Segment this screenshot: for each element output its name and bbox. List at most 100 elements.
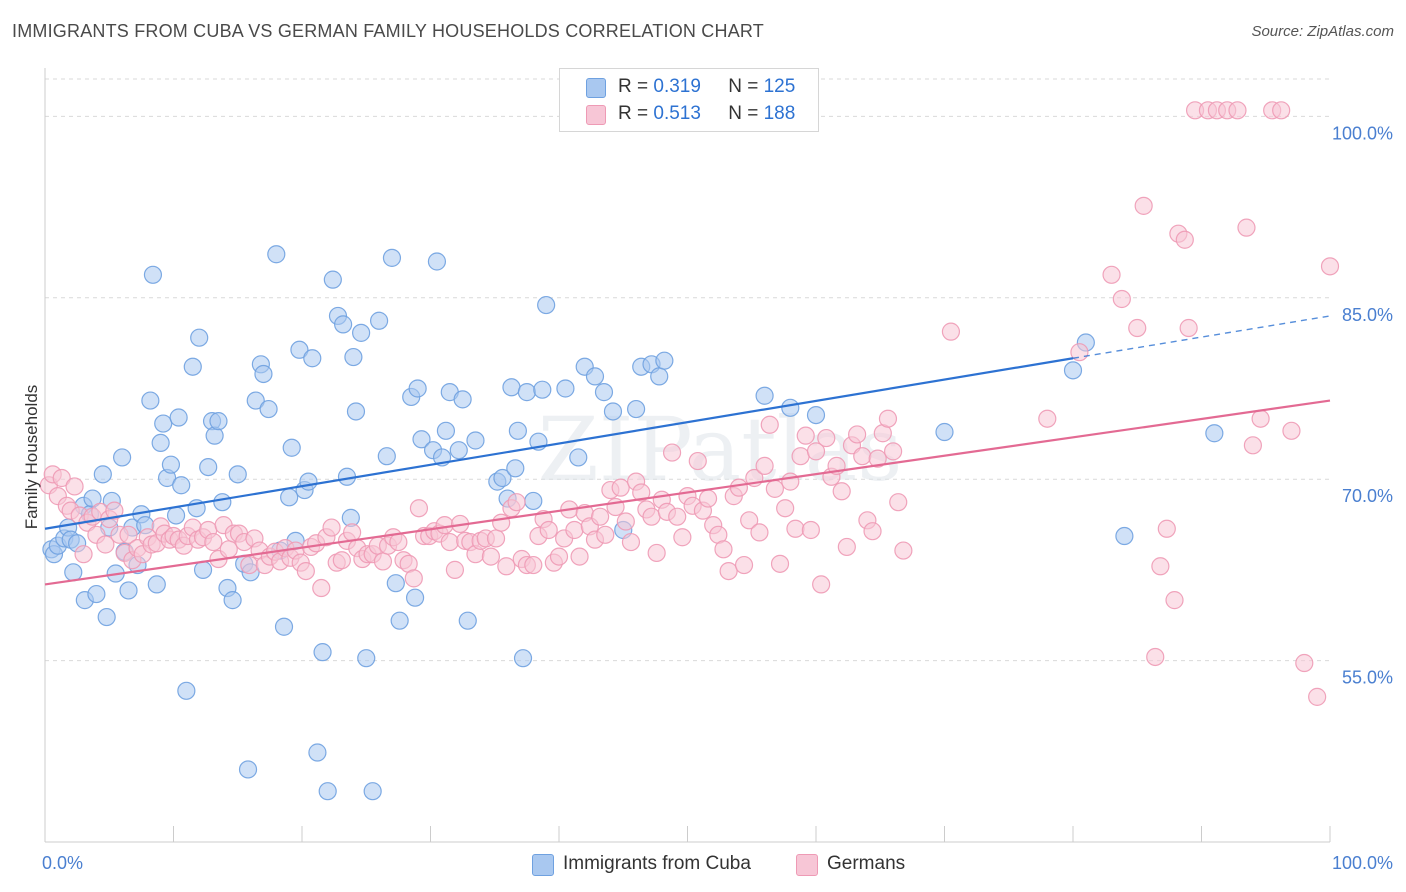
data-point-cuba [259,399,278,419]
n-value-cuba: 125 [763,76,796,97]
data-point-cuba [427,252,447,271]
data-point-cuba [493,468,512,488]
data-point-germans [570,547,589,566]
data-point-germans [492,513,511,532]
data-point-cuba [508,421,527,440]
data-point-germans [941,322,961,341]
data-point-germans [776,499,795,518]
data-point-germans [878,409,898,428]
data-point-germans [863,522,882,541]
data-point-germans [539,520,558,540]
data-point-germans [596,525,615,544]
data-point-cuba [603,402,623,421]
data-point-germans [806,442,826,461]
data-point-germans [219,540,238,559]
data-point-cuba [382,248,402,267]
data-point-germans [668,507,687,526]
data-point-germans [1165,591,1184,610]
source-label: Source: ZipAtlas.com [1251,23,1394,40]
data-point-germans [565,520,584,540]
data-point-germans [481,547,500,566]
trend-line-cuba-extension [1072,315,1331,359]
data-point-cuba [344,347,363,367]
data-point-cuba [172,476,191,495]
y-tick-label: 85.0% [1342,305,1393,325]
y-axis-label: Family Households [22,385,41,530]
data-point-cuba [506,459,525,478]
data-point-germans [889,493,908,512]
data-point-germans [1282,421,1301,440]
data-point-cuba [352,323,371,342]
data-point-cuba [370,311,389,330]
data-point-cuba [228,465,247,484]
data-point-germans [791,447,810,466]
data-point-germans [868,449,887,468]
data-point-germans [373,552,393,571]
data-point-cuba [313,643,332,662]
data-point-germans [1243,436,1263,455]
data-point-germans [435,516,454,535]
data-point-cuba [223,591,242,610]
data-point-germans [312,578,331,598]
data-point-germans [1237,218,1256,237]
data-point-cuba [1115,526,1134,546]
data-point-cuba [161,455,181,474]
data-point-germans [486,529,506,548]
data-point-germans [698,489,718,508]
data-point-cuba [151,433,170,453]
data-point-cuba [458,611,477,630]
data-point-germans [621,532,641,552]
data-point-cuba [323,270,342,289]
data-point-germans [296,561,315,581]
data-point-cuba [1063,361,1083,380]
data-point-cuba [806,405,826,425]
data-point-cuba [1205,424,1224,443]
legend-swatch-cuba [586,78,606,98]
data-point-cuba [141,391,160,410]
grid-lines [45,78,1330,662]
data-point-cuba [626,399,646,419]
data-point-germans [1308,687,1327,706]
data-point-cuba [199,457,218,477]
data-point-germans [770,554,790,573]
r-value-cuba: 0.319 [653,76,701,97]
trend-line-cuba [44,357,1074,530]
data-point-cuba [524,491,543,511]
data-point-germans [1038,409,1057,428]
data-point-germans [786,519,805,538]
data-point-cuba [209,412,228,431]
data-point-germans [740,511,759,530]
data-point-cuba [755,386,774,405]
data-point-cuba [87,584,106,604]
data-point-germans [74,545,93,564]
bottom-legend-label-germans: Germans [827,853,906,874]
data-point-germans [673,528,692,547]
data-point-germans [119,525,138,544]
data-point-cuba [169,408,188,427]
trend-lines [44,315,1331,586]
data-point-cuba [183,357,202,376]
data-point-cuba [569,448,588,467]
data-point-cuba [412,430,431,449]
data-point-germans [714,540,733,559]
data-point-cuba [177,681,196,700]
data-point-germans [343,523,362,542]
data-point-germans [642,507,661,526]
data-point-germans [445,560,465,579]
data-point-cuba [377,447,396,466]
data-point-germans [1128,318,1147,338]
data-point-germans [729,478,749,497]
data-point-germans [1295,653,1314,673]
data-point-cuba [282,438,301,457]
data-point-germans [1151,557,1170,576]
data-point-cuba [453,390,472,409]
data-point-germans [848,425,867,444]
data-point-cuba [537,295,556,315]
data-point-germans [883,442,903,461]
data-point-cuba [466,431,485,450]
data-point-cuba [556,379,575,398]
data-point-germans [817,428,836,448]
data-point-germans [812,575,831,594]
data-point-germans [96,535,115,554]
